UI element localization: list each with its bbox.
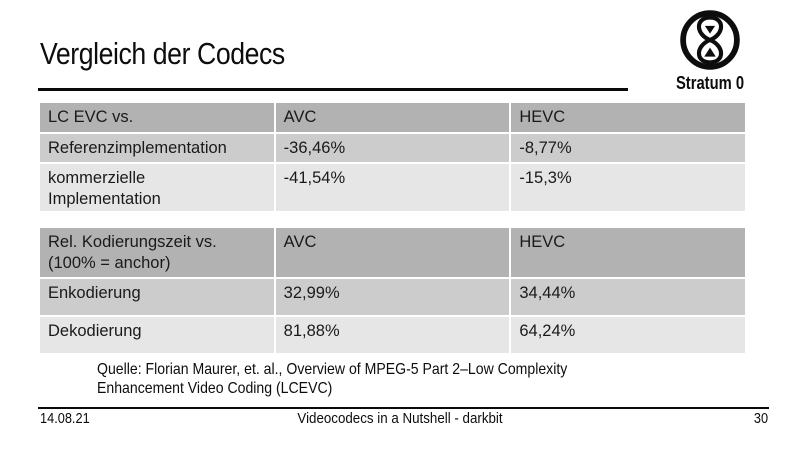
table-cell: -15,3% <box>511 164 746 212</box>
table-header-cell: HEVC <box>511 103 746 132</box>
table-cell: -36,46% <box>275 134 510 162</box>
footer-divider <box>38 407 769 409</box>
table-cell: 34,44% <box>511 279 746 315</box>
footer-page-number: 30 <box>753 411 768 427</box>
table-cell: 32,99% <box>275 279 510 315</box>
table-header-row: Rel. Kodierungszeit vs. (100% = anchor) … <box>40 228 746 277</box>
table-row: kommerzielle Implementation -41,54% -15,… <box>40 164 746 212</box>
bitrate-comparison-table: LC EVC vs. AVC HEVC Referenzimplementati… <box>40 103 746 212</box>
title-underline <box>38 88 628 91</box>
table-header-cell: LC EVC vs. <box>40 103 274 132</box>
table-header-cell: Rel. Kodierungszeit vs. (100% = anchor) <box>40 228 274 277</box>
table-cell: Dekodierung <box>40 317 274 353</box>
table-header-cell: AVC <box>275 103 510 132</box>
footer-title: Videocodecs in a Nutshell - darkbit <box>297 411 503 427</box>
source-note: Quelle: Florian Maurer, et. al., Overvie… <box>97 361 568 398</box>
table-header-row: LC EVC vs. AVC HEVC <box>40 103 746 132</box>
table-row: Dekodierung 81,88% 64,24% <box>40 317 746 353</box>
table-cell: Referenzimplementation <box>40 134 274 162</box>
table-cell: 81,88% <box>275 317 510 353</box>
table-cell: Enkodierung <box>40 279 274 315</box>
table-row: Enkodierung 32,99% 34,44% <box>40 279 746 315</box>
table-cell: kommerzielle Implementation <box>40 164 274 212</box>
table-header-cell: AVC <box>275 228 510 277</box>
logo-label: Stratum 0 <box>675 73 745 93</box>
table-header-cell: HEVC <box>511 228 746 277</box>
table-row: Referenzimplementation -36,46% -8,77% <box>40 134 746 162</box>
table-cell: -8,77% <box>511 134 746 162</box>
hourglass-icon <box>653 8 767 72</box>
slide-title: Vergleich der Codecs <box>40 36 285 71</box>
coding-time-table: Rel. Kodierungszeit vs. (100% = anchor) … <box>40 228 746 353</box>
footer-date: 14.08.21 <box>40 411 90 427</box>
table-cell: -41,54% <box>275 164 510 212</box>
stratum0-logo: Stratum 0 <box>653 8 767 94</box>
table-cell: 64,24% <box>511 317 746 353</box>
